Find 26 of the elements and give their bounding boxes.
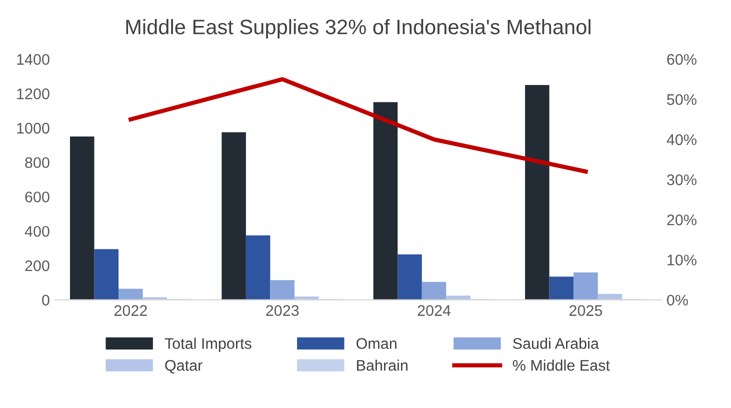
y-tick-label: 1400 — [17, 54, 50, 65]
y2-tick-label: 10% — [668, 254, 696, 266]
y2-tick-label: 40% — [666, 134, 696, 146]
legend-label: Bahrain — [357, 360, 408, 371]
y2-tick-label: 60% — [667, 54, 696, 65]
y2-tick-label: 50% — [667, 94, 696, 105]
legend-label: Qatar — [165, 360, 202, 374]
legend-label: Oman — [356, 338, 396, 349]
y2-tick-label: 20% — [667, 214, 696, 226]
legend-label: Saudi Arabia — [513, 338, 599, 349]
y-tick-label: 0 — [42, 294, 50, 306]
legend-label: % Middle East — [512, 360, 610, 371]
x-tick-label: 2025 — [569, 305, 602, 316]
x-tick-label: 2024 — [418, 305, 451, 316]
legend-label: Total Imports — [164, 338, 252, 352]
y-tick-label: 200 — [25, 260, 50, 272]
x-tick-label: 2023 — [266, 305, 299, 316]
y-tick-label: 800 — [25, 157, 50, 168]
y-tick-label: 1000 — [17, 122, 50, 134]
chart-title: Middle East Supplies 32% of Indonesia's Methanol — [126, 19, 590, 38]
y-tick-label: 1200 — [17, 88, 50, 100]
x-tick-label: 2022 — [114, 305, 147, 316]
y-tick-label: 400 — [24, 226, 50, 237]
y-tick-label: 600 — [25, 192, 50, 202]
y2-tick-label: 0% — [667, 294, 688, 306]
y2-tick-label: 30% — [667, 174, 696, 186]
